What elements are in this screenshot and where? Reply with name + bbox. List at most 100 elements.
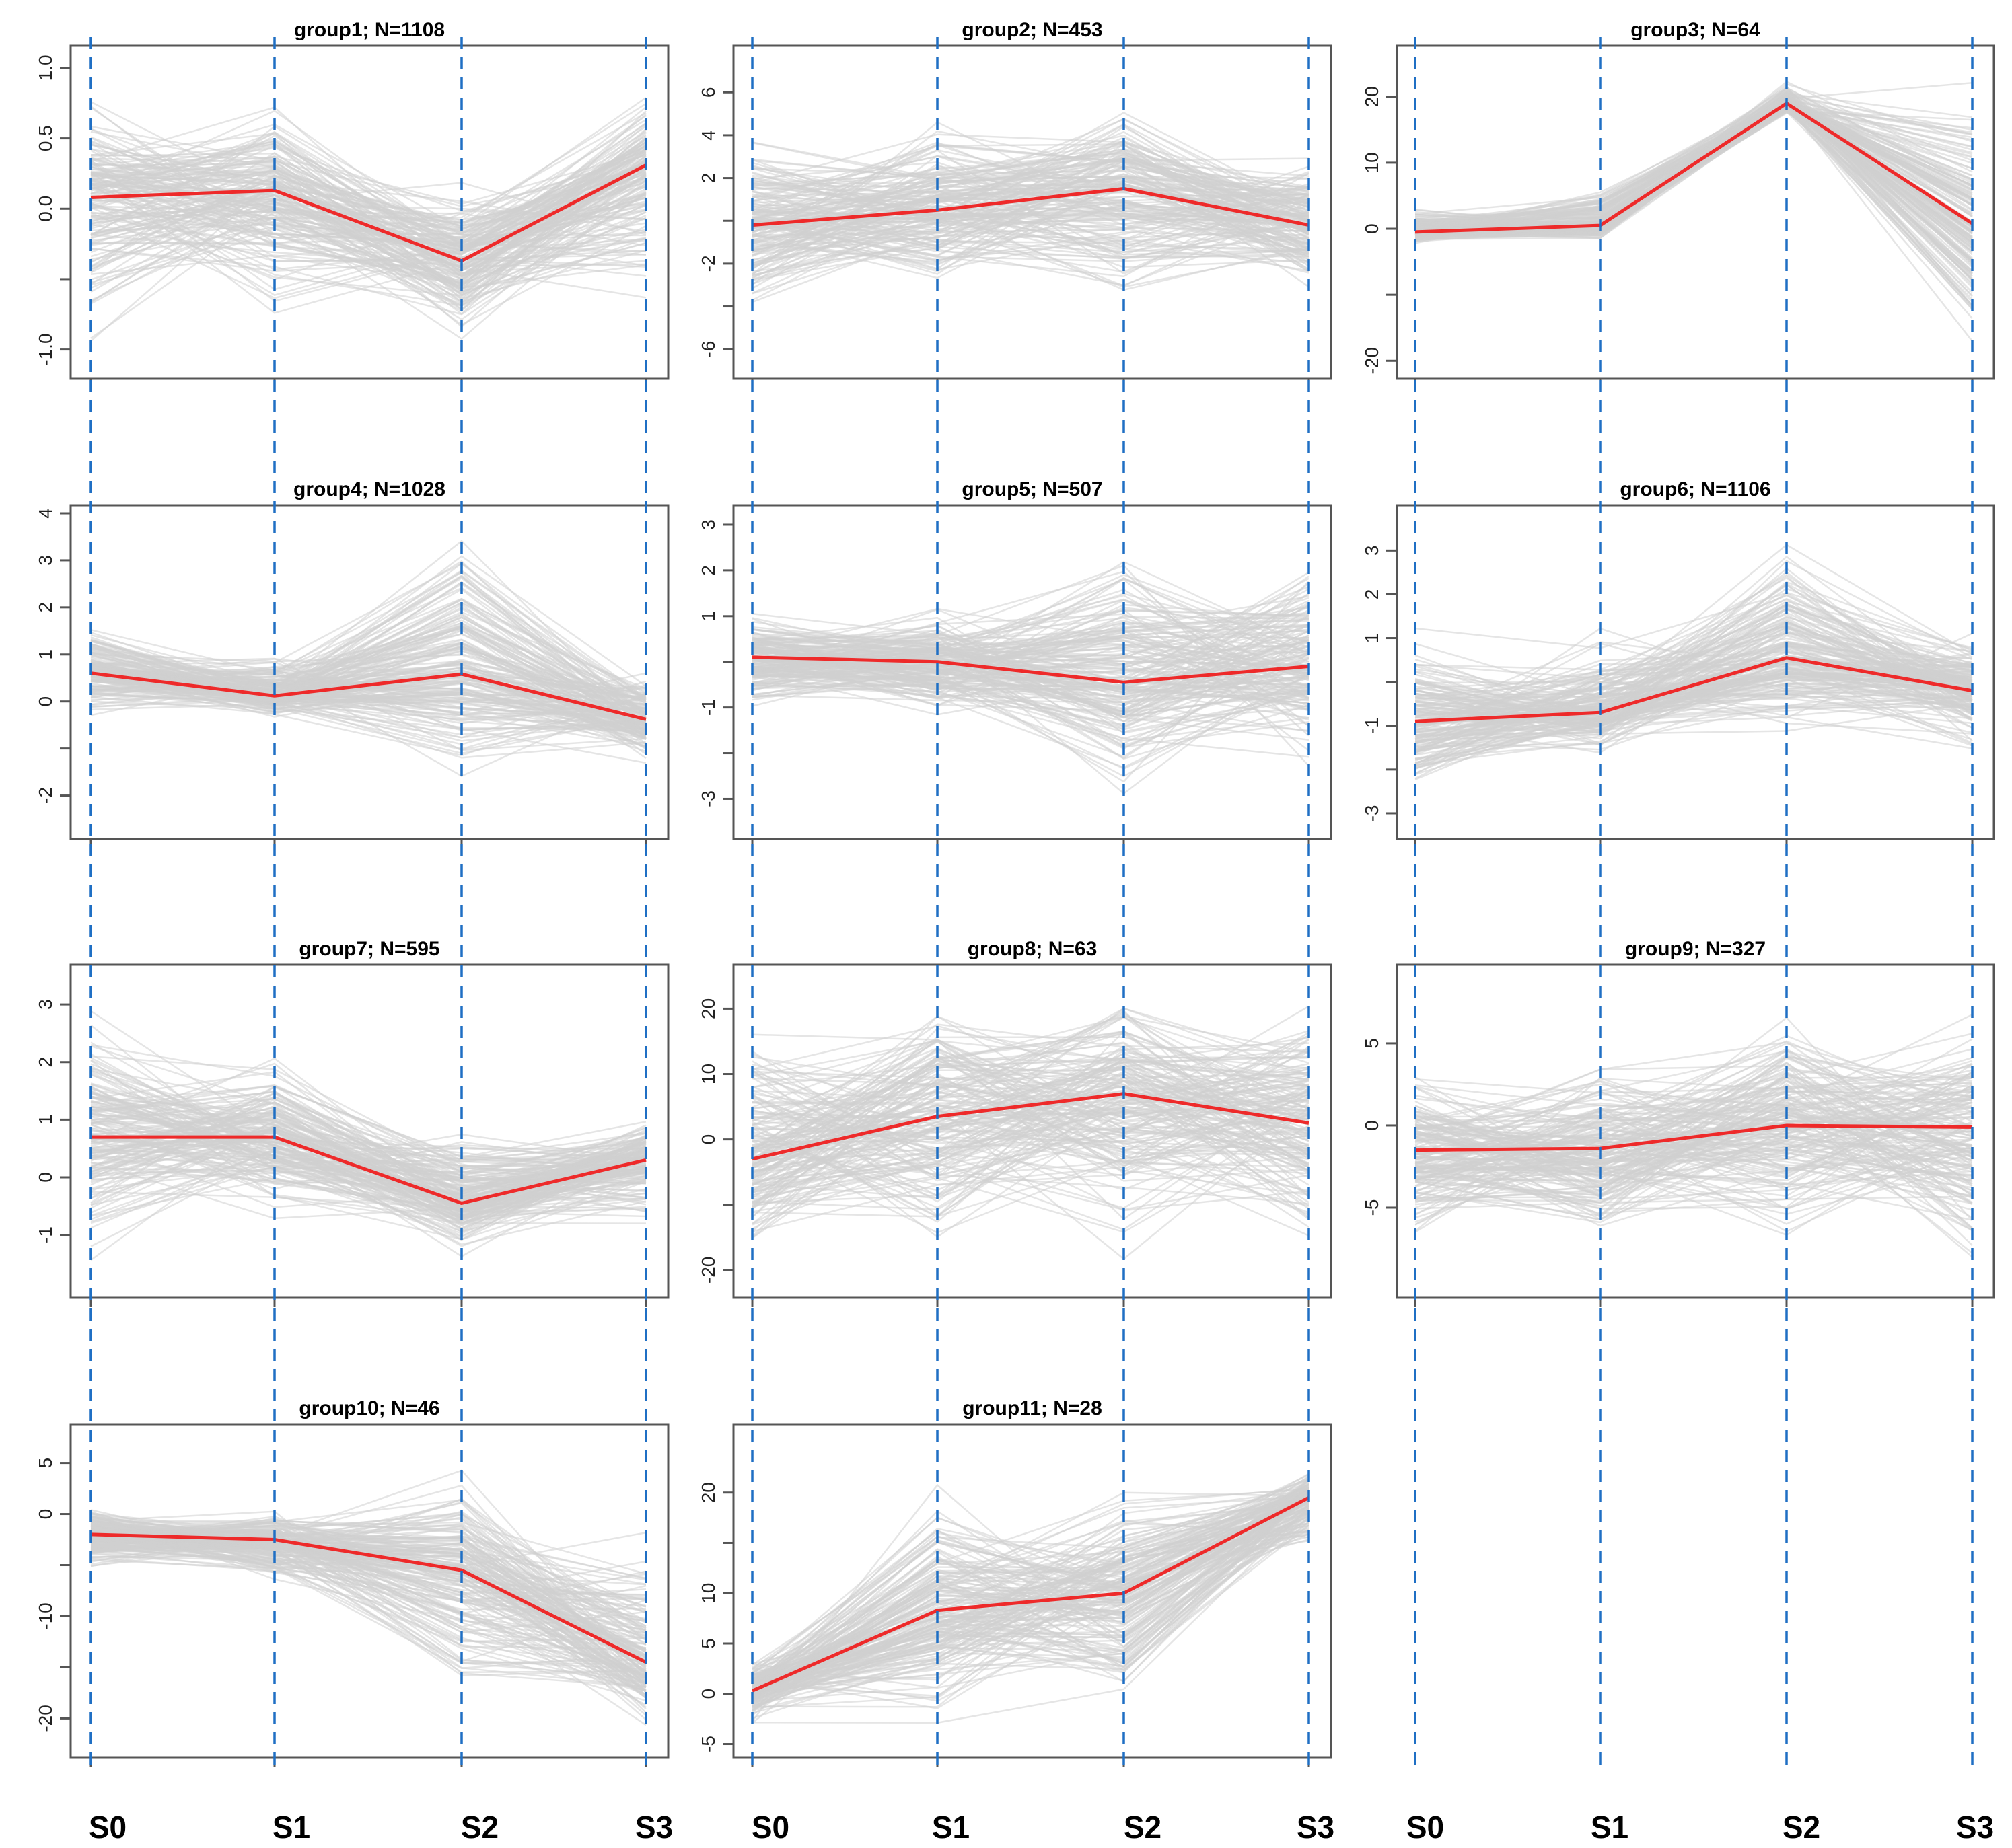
mean-profile-line (752, 1092, 1309, 1161)
profile-line (752, 1473, 1309, 1680)
profile-line (752, 1007, 1309, 1153)
y-tick-label: 6 (698, 87, 719, 98)
profile-line (1414, 1062, 1973, 1230)
profile-line (1414, 1115, 1973, 1168)
profile-line (1414, 597, 1973, 711)
y-tick-label: 10 (698, 1583, 719, 1604)
profile-line (752, 638, 1309, 718)
mean-profile-line (91, 1135, 647, 1205)
profile-line (752, 1015, 1309, 1119)
profile-line (752, 597, 1309, 673)
profile-line (752, 1517, 1309, 1693)
y-tick-label: -5 (698, 1736, 719, 1752)
profile-line (90, 101, 647, 293)
y-tick-label: 1 (698, 611, 719, 622)
profile-line (90, 1535, 647, 1615)
y-tick-label: 5 (698, 1638, 719, 1649)
profile-line (752, 125, 1309, 247)
profile-line (752, 1487, 1309, 1705)
plot-frame (732, 1423, 1332, 1759)
y-tick-label: 20 (698, 998, 719, 1019)
profile-line (752, 184, 1309, 289)
stage-label-col3-s0: S0 (1406, 1810, 1444, 1845)
y-tick-label: 1 (35, 649, 56, 660)
profile-line (90, 148, 647, 239)
profile-line (752, 218, 1309, 253)
panel-group8: group8; N=63 -20 0 10 20 (698, 938, 1332, 1307)
plot-frame (69, 44, 670, 380)
profile-line (752, 682, 1309, 704)
profile-lines (1414, 1013, 1973, 1258)
profile-line (752, 1032, 1309, 1150)
profile-line (752, 1025, 1309, 1195)
y-tick-label: -5 (1361, 1199, 1382, 1216)
profile-line (1414, 1091, 1973, 1118)
stage-guide-lines (89, 37, 1974, 1769)
panel-title: group3; N=64 (1630, 19, 1760, 41)
profile-line (90, 653, 647, 710)
profile-line (90, 162, 647, 289)
profile-lines (752, 1473, 1309, 1724)
y-tick-label: 2 (35, 602, 56, 613)
panel-group3: group3; N=64 -20 0 10 20 (1361, 19, 1995, 388)
profile-line (1414, 1080, 1973, 1170)
profile-line (90, 137, 647, 266)
y-tick-label: 0 (35, 696, 56, 707)
profile-line (1414, 665, 1973, 709)
profile-line (752, 1014, 1309, 1209)
y-tick-label: 3 (1361, 546, 1382, 556)
profile-line (752, 671, 1309, 733)
profile-line (752, 133, 1309, 194)
profile-line (752, 1475, 1309, 1705)
profile-line (90, 1128, 647, 1209)
profile-line (752, 198, 1309, 264)
y-tick-label: 2 (698, 173, 719, 184)
profile-line (752, 1074, 1309, 1225)
profile-line (1414, 683, 1973, 709)
profile-line (1414, 1115, 1973, 1207)
stage-label-col1-s2: S2 (461, 1810, 499, 1845)
y-tick-label: 0.0 (35, 196, 56, 222)
panel-title: group4; N=1028 (293, 478, 445, 501)
y-tick-label: 0 (698, 1689, 719, 1699)
y-tick-label: 20 (698, 1482, 719, 1503)
profile-line (752, 149, 1309, 248)
stage-label-col1-s3: S3 (635, 1810, 673, 1845)
profile-line (1414, 1160, 1973, 1215)
y-tick-label: 3 (35, 999, 56, 1010)
panel-title: group1; N=1108 (294, 19, 445, 41)
plot-frame (1396, 44, 1995, 380)
profile-line (90, 638, 647, 737)
panel-title: group6; N=1106 (1620, 478, 1770, 501)
y-tick-label: 0 (1361, 223, 1382, 234)
panel-grid: group1; N=1108 -1.0 0.0 0.5 1.0 group2; N=453… (35, 19, 1995, 1767)
profile-line (752, 179, 1309, 229)
y-tick-label: 2 (35, 1057, 56, 1068)
plot-frame (1396, 504, 1995, 840)
profile-line (752, 1015, 1309, 1173)
profile-line (1414, 625, 1973, 729)
profile-line (752, 1077, 1309, 1142)
y-tick-label: 1 (1361, 633, 1382, 644)
profile-line (90, 165, 647, 253)
profile-line (752, 1009, 1309, 1198)
profile-line (752, 1015, 1309, 1232)
profile-lines (752, 560, 1309, 795)
profile-line (1414, 1064, 1973, 1247)
profile-line (1414, 1148, 1973, 1221)
profile-line (752, 1487, 1309, 1709)
y-tick-label: -20 (1361, 347, 1382, 374)
y-tick-label: -3 (1361, 805, 1382, 822)
profile-line (90, 1123, 647, 1190)
y-tick-label: 10 (1361, 152, 1382, 173)
profile-line (752, 636, 1309, 691)
y-tick-label: 3 (35, 555, 56, 566)
profile-line (752, 1048, 1309, 1160)
profile-line (90, 1113, 647, 1216)
profile-line (752, 176, 1309, 233)
profile-line (90, 649, 647, 730)
y-tick-label: 1 (35, 1115, 56, 1125)
profile-line (752, 141, 1309, 219)
profile-line (752, 195, 1309, 256)
profile-line (752, 1031, 1309, 1239)
